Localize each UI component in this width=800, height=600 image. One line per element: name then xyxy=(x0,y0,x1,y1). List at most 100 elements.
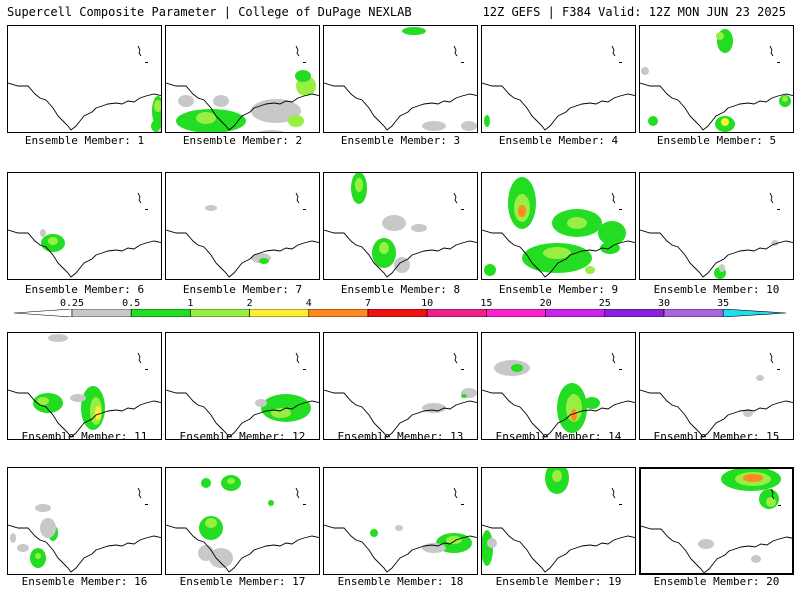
member-label: Ensemble Member: 8 xyxy=(340,283,461,296)
scp-contour xyxy=(370,529,378,537)
member-label: Ensemble Member: 11 xyxy=(21,430,148,443)
scp-contour xyxy=(552,470,562,482)
lake-outline xyxy=(295,487,300,499)
scp-contour xyxy=(35,504,51,512)
colorbar-tick-label: 35 xyxy=(717,298,730,309)
lake-outline xyxy=(137,487,142,499)
scp-contour xyxy=(743,409,753,417)
scp-contour xyxy=(17,544,29,552)
island-mark xyxy=(145,369,148,370)
member-map-1[interactable] xyxy=(7,25,162,133)
scp-contour xyxy=(584,397,600,409)
coastline xyxy=(482,524,635,573)
scp-contour xyxy=(571,409,577,421)
member-map-svg xyxy=(166,475,319,573)
island-mark xyxy=(461,209,464,210)
member-map-4[interactable] xyxy=(481,25,636,133)
member-map-9[interactable] xyxy=(481,172,636,280)
lake-outline xyxy=(295,192,300,204)
member-map-2[interactable] xyxy=(165,25,320,133)
member-map-17[interactable] xyxy=(165,467,320,575)
member-map-18[interactable] xyxy=(323,467,478,575)
member-map-13[interactable] xyxy=(323,332,478,440)
member-map-14[interactable] xyxy=(481,332,636,440)
member-map-12[interactable] xyxy=(165,332,320,440)
island-mark xyxy=(777,62,780,63)
scp-contour xyxy=(484,115,490,127)
scp-contour xyxy=(205,518,217,528)
colorbar-segment xyxy=(249,309,310,317)
island-mark xyxy=(303,209,306,210)
scp-contour xyxy=(543,247,571,259)
scp-contour xyxy=(395,525,403,531)
member-map-svg xyxy=(640,352,793,438)
island-mark xyxy=(145,209,148,210)
scp-contour xyxy=(227,478,235,484)
run-info: 12Z GEFS | F384 Valid: 12Z MON JUN 23 20… xyxy=(482,5,786,19)
member-map-6[interactable] xyxy=(7,172,162,280)
title: Supercell Composite Parameter | College … xyxy=(7,5,412,19)
scp-contour xyxy=(422,403,446,413)
member-map-svg xyxy=(8,45,161,132)
member-label: Ensemble Member: 13 xyxy=(337,430,464,443)
scp-contour xyxy=(40,518,56,538)
scp-contour xyxy=(151,120,161,132)
scp-contour xyxy=(157,128,161,132)
member-map-svg xyxy=(8,334,161,438)
scp-contour xyxy=(411,224,427,232)
member-map-3[interactable] xyxy=(323,25,478,133)
scp-contour xyxy=(766,497,776,507)
scp-contour xyxy=(446,536,462,544)
scp-contour xyxy=(10,533,16,543)
scp-contour xyxy=(382,215,406,231)
island-mark xyxy=(145,504,148,505)
member-map-10[interactable] xyxy=(639,172,794,280)
coastline xyxy=(640,229,793,278)
member-label: Ensemble Member: 16 xyxy=(21,575,148,588)
member-map-20[interactable] xyxy=(639,467,794,575)
scp-contour xyxy=(518,205,526,217)
scp-contour xyxy=(35,553,41,559)
island-mark xyxy=(619,504,622,505)
member-map-7[interactable] xyxy=(165,172,320,280)
lake-outline xyxy=(770,488,775,500)
member-label: Ensemble Member: 2 xyxy=(182,134,303,147)
scp-contour xyxy=(756,375,764,381)
island-mark xyxy=(303,62,306,63)
member-label: Ensemble Member: 19 xyxy=(495,575,622,588)
scp-contour xyxy=(257,130,285,132)
scp-contour xyxy=(178,95,194,107)
colorbar-max-arrow xyxy=(722,309,786,317)
member-map-svg xyxy=(324,487,477,573)
island-mark xyxy=(145,62,148,63)
scp-contour xyxy=(379,242,389,254)
scp-contour xyxy=(40,229,46,237)
colorbar-segment xyxy=(663,309,724,317)
coastline xyxy=(482,389,635,438)
lake-outline xyxy=(611,192,616,204)
scp-contour xyxy=(721,118,729,126)
member-label: Ensemble Member: 5 xyxy=(656,134,777,147)
coastline xyxy=(166,229,319,278)
scp-contour xyxy=(259,258,269,264)
member-map-15[interactable] xyxy=(639,332,794,440)
island-mark xyxy=(619,369,622,370)
colorbar-min-arrow xyxy=(14,309,73,317)
member-map-11[interactable] xyxy=(7,332,162,440)
member-map-svg xyxy=(166,45,319,132)
scp-contour xyxy=(209,548,233,568)
member-map-5[interactable] xyxy=(639,25,794,133)
member-map-svg xyxy=(324,352,477,438)
colorbar-tick-label: 10 xyxy=(421,298,434,309)
member-label: Ensemble Member: 9 xyxy=(498,283,619,296)
member-map-svg xyxy=(482,468,635,573)
member-map-svg xyxy=(324,173,477,278)
colorbar-segment xyxy=(426,309,487,317)
scp-contour xyxy=(719,264,725,272)
member-map-16[interactable] xyxy=(7,467,162,575)
member-map-8[interactable] xyxy=(323,172,478,280)
colorbar-tick-label: 7 xyxy=(364,298,372,309)
scp-contour xyxy=(95,406,101,420)
member-map-19[interactable] xyxy=(481,467,636,575)
colorbar-tick-label: 0.25 xyxy=(59,298,85,309)
